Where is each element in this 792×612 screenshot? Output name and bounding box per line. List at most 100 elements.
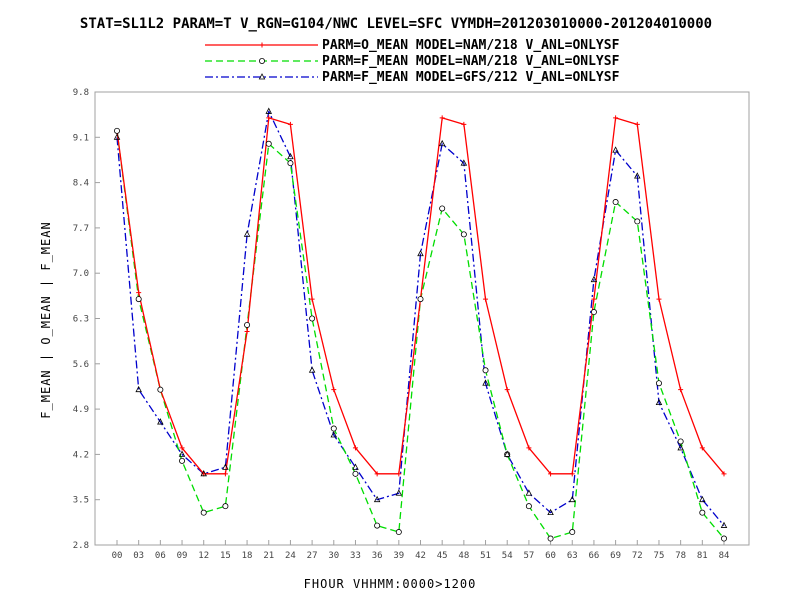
series-lines bbox=[116, 110, 725, 540]
x-tick-label: 42 bbox=[415, 551, 426, 561]
data-point bbox=[482, 379, 489, 386]
data-point bbox=[504, 387, 510, 393]
x-tick-label: 33 bbox=[350, 551, 361, 561]
x-tick-label: 21 bbox=[263, 551, 274, 561]
data-point bbox=[569, 471, 575, 477]
data-point bbox=[331, 387, 337, 393]
data-point bbox=[460, 231, 467, 238]
data-point bbox=[460, 159, 468, 166]
data-point bbox=[677, 444, 684, 451]
x-tick-label: 51 bbox=[480, 551, 491, 561]
data-point bbox=[374, 471, 380, 477]
x-tick-label: 12 bbox=[198, 551, 209, 561]
data-point bbox=[330, 431, 338, 438]
series-line bbox=[116, 130, 725, 540]
data-point bbox=[222, 471, 228, 477]
y-tick-label: 6.3 bbox=[73, 315, 89, 325]
data-point bbox=[200, 509, 207, 516]
x-tick-label: 45 bbox=[437, 551, 448, 561]
data-point bbox=[655, 380, 662, 387]
data-point bbox=[482, 367, 489, 374]
data-point bbox=[613, 115, 619, 121]
x-tick-label: 63 bbox=[567, 551, 578, 561]
data-point bbox=[309, 296, 315, 302]
y-tick-label: 4.9 bbox=[73, 405, 89, 415]
x-tick-label: 24 bbox=[285, 551, 296, 561]
data-point bbox=[179, 445, 185, 451]
data-point bbox=[634, 172, 641, 179]
data-point bbox=[178, 450, 186, 457]
data-point bbox=[396, 471, 402, 477]
y-tick-label: 9.1 bbox=[73, 133, 89, 143]
data-point bbox=[483, 296, 489, 302]
data-point bbox=[699, 445, 705, 451]
data-point bbox=[417, 296, 424, 303]
x-axis-label: FHOUR VHHMM:0000>1200 bbox=[304, 577, 477, 591]
legend-marker bbox=[258, 58, 265, 65]
legend-entry: PARM=O_MEAN MODEL=NAM/218 V_ANL=ONLYSF bbox=[322, 38, 620, 53]
x-axis: 00 03 06 09 12 15 18 21 24 27 30 33 36 39 42 45 48 51 54 57… bbox=[112, 540, 730, 561]
y-tick-label: 3.5 bbox=[73, 496, 89, 506]
data-point bbox=[287, 121, 293, 127]
data-point bbox=[547, 508, 554, 516]
y-tick-label: 4.2 bbox=[73, 450, 89, 460]
data-point bbox=[569, 529, 576, 536]
x-tick-label: 48 bbox=[458, 551, 469, 561]
data-point bbox=[352, 445, 358, 451]
data-point bbox=[417, 249, 424, 257]
data-point bbox=[287, 152, 294, 160]
x-tick-label: 09 bbox=[177, 551, 188, 561]
y-tick-label: 8.4 bbox=[73, 179, 89, 189]
data-point bbox=[395, 529, 402, 536]
data-point bbox=[395, 489, 403, 496]
data-point bbox=[547, 535, 554, 542]
data-point bbox=[266, 115, 272, 121]
data-point bbox=[721, 535, 728, 542]
data-point bbox=[352, 470, 359, 477]
x-tick-label: 03 bbox=[133, 551, 144, 561]
data-point bbox=[721, 471, 727, 477]
data-point bbox=[525, 489, 533, 496]
data-point bbox=[222, 463, 229, 470]
data-point bbox=[590, 275, 598, 283]
data-point bbox=[352, 463, 359, 470]
y-tick-label: 7.7 bbox=[73, 224, 89, 234]
data-point bbox=[265, 107, 273, 114]
y-tick-label: 2.8 bbox=[73, 541, 89, 551]
data-point bbox=[243, 230, 251, 237]
data-point bbox=[200, 469, 207, 477]
data-point bbox=[568, 495, 576, 503]
series-line bbox=[116, 117, 725, 475]
data-point bbox=[526, 445, 532, 451]
x-tick-label: 84 bbox=[719, 551, 730, 561]
y-tick-label: 7.0 bbox=[73, 269, 89, 279]
x-tick-label: 39 bbox=[393, 551, 404, 561]
data-point bbox=[114, 127, 121, 134]
data-point bbox=[439, 115, 445, 121]
x-tick-label: 27 bbox=[307, 551, 318, 561]
data-point bbox=[699, 509, 706, 516]
data-point bbox=[439, 205, 446, 212]
x-tick-label: 66 bbox=[589, 551, 600, 561]
y-tick-label: 9.8 bbox=[73, 88, 89, 98]
x-tick-label: 72 bbox=[632, 551, 643, 561]
legend-entry: PARM=F_MEAN MODEL=NAM/218 V_ANL=ONLYSF bbox=[322, 54, 620, 69]
data-point bbox=[590, 309, 597, 316]
data-point bbox=[699, 495, 706, 503]
data-point bbox=[374, 522, 381, 529]
data-point bbox=[157, 418, 164, 425]
x-tick-label: 36 bbox=[372, 551, 383, 561]
data-point bbox=[179, 457, 186, 464]
x-tick-label: 30 bbox=[328, 551, 339, 561]
legend-marker bbox=[258, 73, 266, 80]
data-point bbox=[244, 321, 251, 328]
data-point bbox=[678, 387, 684, 393]
data-point bbox=[461, 121, 467, 127]
data-point bbox=[438, 139, 446, 147]
y-tick-label: 5.6 bbox=[73, 360, 89, 370]
series-markers bbox=[113, 107, 728, 542]
x-tick-label: 57 bbox=[523, 551, 534, 561]
data-point bbox=[612, 146, 619, 153]
x-tick-label: 60 bbox=[545, 551, 556, 561]
